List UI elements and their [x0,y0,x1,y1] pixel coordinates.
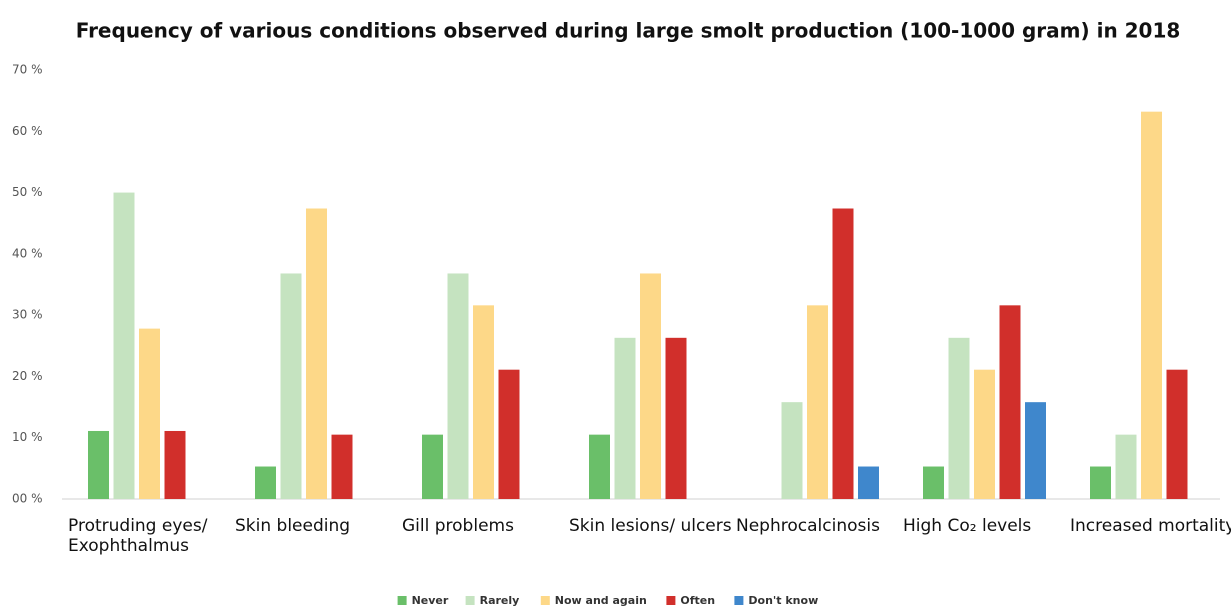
bar [665,337,687,499]
x-tick-label: Gill problems [402,516,514,536]
chart-title: Frequency of various conditions observed… [76,19,1181,43]
y-tick-label: 00 % [12,492,43,506]
bar [473,305,494,499]
bar [306,208,327,499]
bar [280,273,302,499]
bar [781,402,803,499]
y-tick-label: 50 % [12,185,43,199]
legend-label: Never [412,594,449,607]
bar [807,305,828,499]
bar [614,337,636,499]
y-tick-label: 10 % [12,430,43,444]
legend-swatch [465,596,475,605]
bar [1166,369,1188,499]
bar [422,434,443,499]
bar [498,369,520,499]
bar [589,434,610,499]
y-tick-label: 40 % [12,246,43,260]
legend-swatch [540,596,550,605]
bar [948,337,970,499]
legend-swatch [734,596,744,605]
bar [1115,434,1137,499]
bar [974,369,995,499]
legend-label: Rarely [480,594,520,607]
bar [858,466,879,499]
y-tick-label: 60 % [12,124,43,138]
bar [88,430,109,499]
legend-swatch [666,596,676,605]
bar [1141,111,1162,499]
x-tick-label: Skin bleeding [235,516,351,536]
legend-label: Don't know [748,594,818,607]
legend-swatch [397,596,407,605]
x-tick-label: Nephrocalcinosis [736,516,880,536]
x-tick-label: Skin lesions/ ulcers [569,516,732,536]
x-tick-label: High Co₂ levels [903,516,1032,536]
bar [832,208,854,499]
y-tick-label: 20 % [12,369,43,383]
bar [640,273,661,499]
bar [447,273,469,499]
bar [923,466,944,499]
bar [1090,466,1111,499]
bar [139,328,160,499]
x-tick-label: Protruding eyes/ Exophthalmus [68,516,208,556]
bar [255,466,276,499]
legend-label: Often [680,594,715,607]
y-tick-label: 30 % [12,308,43,322]
bar [113,192,135,500]
legend-label: Now and again [555,594,647,607]
y-tick-label: 70 % [12,63,43,77]
bar [999,305,1021,499]
bar [1025,402,1046,499]
x-tick-label: Increased mortality [1070,516,1231,536]
bar [331,434,353,499]
bar [164,430,186,499]
